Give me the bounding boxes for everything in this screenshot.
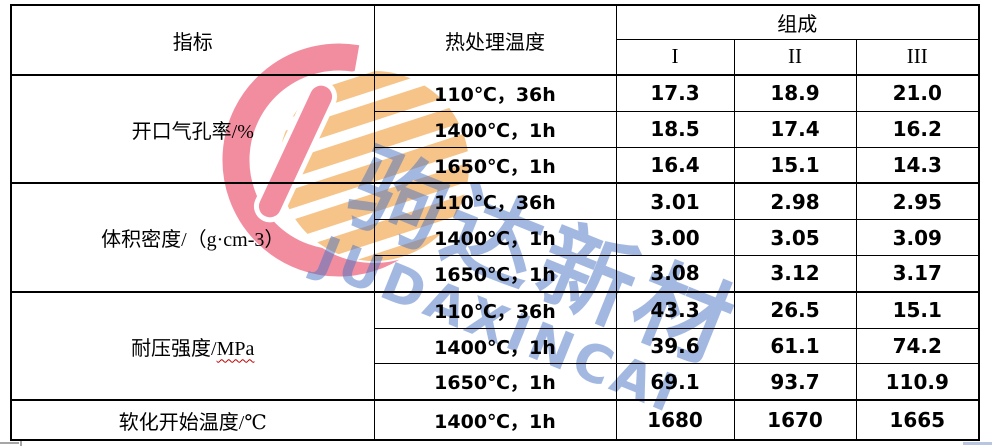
value-cell: 74.2 xyxy=(855,327,980,365)
value-cell: 3.08 xyxy=(615,255,735,293)
value-cell: 3.05 xyxy=(733,219,857,257)
value-cell: 61.1 xyxy=(733,327,857,365)
temperature-cell: 1650℃，1h xyxy=(373,146,617,184)
value-cell: 2.95 xyxy=(855,182,980,221)
page-edge-fragment xyxy=(963,442,992,445)
header-temperature: 热处理温度 xyxy=(373,4,617,76)
value-cell: 69.1 xyxy=(615,363,735,401)
value-cell: 110.9 xyxy=(855,363,980,401)
value-cell: 3.00 xyxy=(615,219,735,257)
header-composition-1: I xyxy=(615,38,735,76)
value-cell: 15.1 xyxy=(733,146,857,184)
header-composition: 组成 xyxy=(615,4,980,40)
value-cell: 18.5 xyxy=(615,110,735,148)
page-edge-fragment xyxy=(20,441,22,446)
header-composition-3: III xyxy=(855,38,980,76)
temperature-cell: 1400℃，1h xyxy=(373,327,617,365)
indicator-cell: 软化开始温度/℃ xyxy=(10,399,375,441)
value-cell: 18.9 xyxy=(733,73,857,112)
value-cell: 43.3 xyxy=(615,290,735,329)
value-cell: 3.17 xyxy=(855,255,980,293)
temperature-cell: 110℃，36h xyxy=(373,182,617,221)
page-edge-fragment xyxy=(0,442,19,444)
value-cell: 93.7 xyxy=(733,363,857,401)
value-cell: 14.3 xyxy=(855,146,980,184)
value-cell: 15.1 xyxy=(855,290,980,329)
value-cell: 1680 xyxy=(615,399,735,441)
value-cell: 1665 xyxy=(855,399,980,441)
temperature-cell: 1400℃，1h xyxy=(373,110,617,148)
value-cell: 3.12 xyxy=(733,255,857,293)
value-cell: 26.5 xyxy=(733,290,857,329)
properties-table: 指标 热处理温度 组成 I II III 开口气孔率/% 110℃，36h 17… xyxy=(10,4,981,441)
value-cell: 17.3 xyxy=(615,73,735,112)
indicator-cell: 耐压强度/MPa xyxy=(10,290,375,401)
temperature-cell: 1650℃，1h xyxy=(373,363,617,401)
value-cell: 16.4 xyxy=(615,146,735,184)
value-cell: 16.2 xyxy=(855,110,980,148)
value-cell: 21.0 xyxy=(855,73,980,112)
value-cell: 2.98 xyxy=(733,182,857,221)
indicator-text-spellcheck: MPa xyxy=(216,337,255,360)
header-indicator: 指标 xyxy=(10,4,375,76)
value-cell: 3.09 xyxy=(855,219,980,257)
indicator-cell: 开口气孔率/% xyxy=(10,73,375,184)
temperature-cell: 1400℃，1h xyxy=(373,219,617,257)
header-composition-2: II xyxy=(733,38,857,76)
indicator-text: 耐压强度/ xyxy=(131,337,217,360)
value-cell: 3.01 xyxy=(615,182,735,221)
value-cell: 17.4 xyxy=(733,110,857,148)
temperature-cell: 1400℃，1h xyxy=(373,399,617,441)
value-cell: 39.6 xyxy=(615,327,735,365)
value-cell: 1670 xyxy=(733,399,857,441)
temperature-cell: 110℃，36h xyxy=(373,290,617,329)
temperature-cell: 1650℃，1h xyxy=(373,255,617,293)
indicator-cell: 体积密度/（g·cm-3） xyxy=(10,182,375,293)
temperature-cell: 110℃，36h xyxy=(373,73,617,112)
